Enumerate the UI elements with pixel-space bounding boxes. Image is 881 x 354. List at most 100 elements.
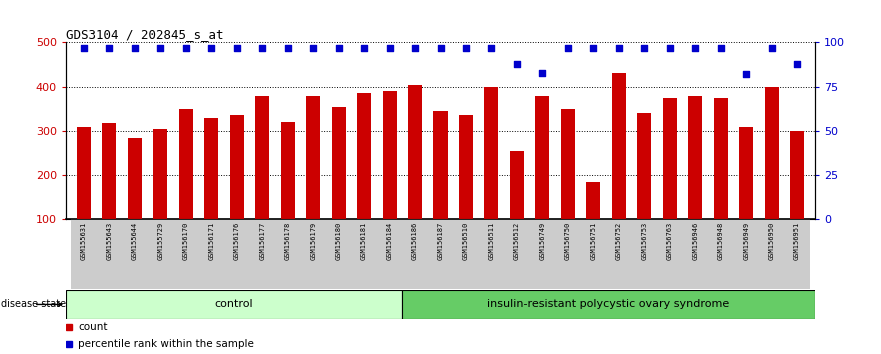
Text: GSM156186: GSM156186	[412, 222, 418, 260]
Bar	[403, 219, 428, 289]
Bar	[529, 219, 555, 289]
Bar	[408, 85, 422, 219]
Bar	[66, 290, 402, 319]
Text: GSM156751: GSM156751	[590, 222, 596, 260]
Point	[179, 45, 193, 51]
Bar	[739, 127, 753, 219]
Text: GSM156512: GSM156512	[514, 222, 520, 260]
Point	[688, 45, 702, 51]
Text: GSM156948: GSM156948	[718, 222, 723, 260]
Text: GSM155644: GSM155644	[132, 222, 137, 260]
Bar	[428, 219, 453, 289]
Bar	[688, 96, 702, 219]
Point	[230, 45, 244, 51]
Point	[204, 45, 218, 51]
Point	[536, 70, 550, 75]
Bar	[275, 219, 300, 289]
Text: GSM155729: GSM155729	[158, 222, 163, 260]
Text: GSM156177: GSM156177	[259, 222, 265, 260]
Text: GSM156749: GSM156749	[539, 222, 545, 260]
Point	[637, 45, 651, 51]
Point	[790, 61, 804, 67]
Text: GSM156950: GSM156950	[768, 222, 774, 260]
Text: GSM156187: GSM156187	[438, 222, 443, 260]
Text: GSM156181: GSM156181	[361, 222, 367, 260]
Bar	[97, 219, 122, 289]
Text: percentile rank within the sample: percentile rank within the sample	[78, 339, 254, 349]
Point	[485, 45, 499, 51]
Bar	[606, 219, 632, 289]
Text: GSM155631: GSM155631	[81, 222, 87, 260]
Point	[459, 45, 473, 51]
Text: control: control	[215, 299, 253, 309]
Text: GSM156750: GSM156750	[565, 222, 571, 260]
Point	[281, 45, 295, 51]
Bar	[433, 111, 448, 219]
Bar	[402, 290, 815, 319]
Bar	[611, 74, 626, 219]
Text: GSM156753: GSM156753	[641, 222, 648, 260]
Text: GSM156511: GSM156511	[488, 222, 494, 260]
Text: GDS3104 / 202845_s_at: GDS3104 / 202845_s_at	[66, 28, 224, 41]
Text: count: count	[78, 321, 107, 332]
Bar	[179, 109, 193, 219]
Text: GSM156946: GSM156946	[692, 222, 699, 260]
Text: GSM156171: GSM156171	[208, 222, 214, 260]
Bar	[249, 219, 275, 289]
Point	[382, 45, 396, 51]
Bar	[536, 96, 550, 219]
Point	[739, 72, 753, 77]
Bar	[331, 107, 345, 219]
Point	[306, 45, 320, 51]
Bar	[581, 219, 606, 289]
Text: insulin-resistant polycystic ovary syndrome: insulin-resistant polycystic ovary syndr…	[487, 299, 729, 309]
Bar	[683, 219, 708, 289]
Bar	[306, 96, 320, 219]
Bar	[790, 131, 804, 219]
Bar	[128, 138, 142, 219]
Bar	[587, 182, 600, 219]
Bar	[153, 129, 167, 219]
Text: GSM156178: GSM156178	[285, 222, 291, 260]
Bar	[478, 219, 504, 289]
Text: GSM156176: GSM156176	[233, 222, 240, 260]
Text: GSM155643: GSM155643	[107, 222, 113, 260]
Bar	[377, 219, 403, 289]
Bar	[102, 123, 116, 219]
Bar	[733, 219, 759, 289]
Bar	[459, 115, 473, 219]
Point	[77, 45, 91, 51]
Text: GSM156951: GSM156951	[794, 222, 800, 260]
Bar	[663, 98, 677, 219]
Text: GSM156179: GSM156179	[310, 222, 316, 260]
Point	[357, 45, 371, 51]
Text: GSM156763: GSM156763	[667, 222, 673, 260]
Bar	[204, 118, 218, 219]
Bar	[173, 219, 198, 289]
Bar	[504, 219, 529, 289]
Bar	[77, 127, 91, 219]
Point	[102, 45, 116, 51]
Bar	[281, 122, 294, 219]
Bar	[485, 87, 499, 219]
Point	[714, 45, 728, 51]
Bar	[561, 109, 575, 219]
Bar	[71, 219, 97, 289]
Point	[331, 45, 345, 51]
Bar	[148, 219, 173, 289]
Bar	[510, 151, 524, 219]
Bar	[198, 219, 224, 289]
Point	[611, 45, 626, 51]
Point	[561, 45, 575, 51]
Bar	[765, 87, 779, 219]
Text: disease state: disease state	[2, 299, 66, 309]
Point	[586, 45, 600, 51]
Point	[663, 45, 677, 51]
Bar	[714, 98, 728, 219]
Bar	[453, 219, 478, 289]
Point	[255, 45, 270, 51]
Bar	[230, 115, 244, 219]
Text: GSM156949: GSM156949	[744, 222, 749, 260]
Point	[510, 61, 524, 67]
Bar	[708, 219, 733, 289]
